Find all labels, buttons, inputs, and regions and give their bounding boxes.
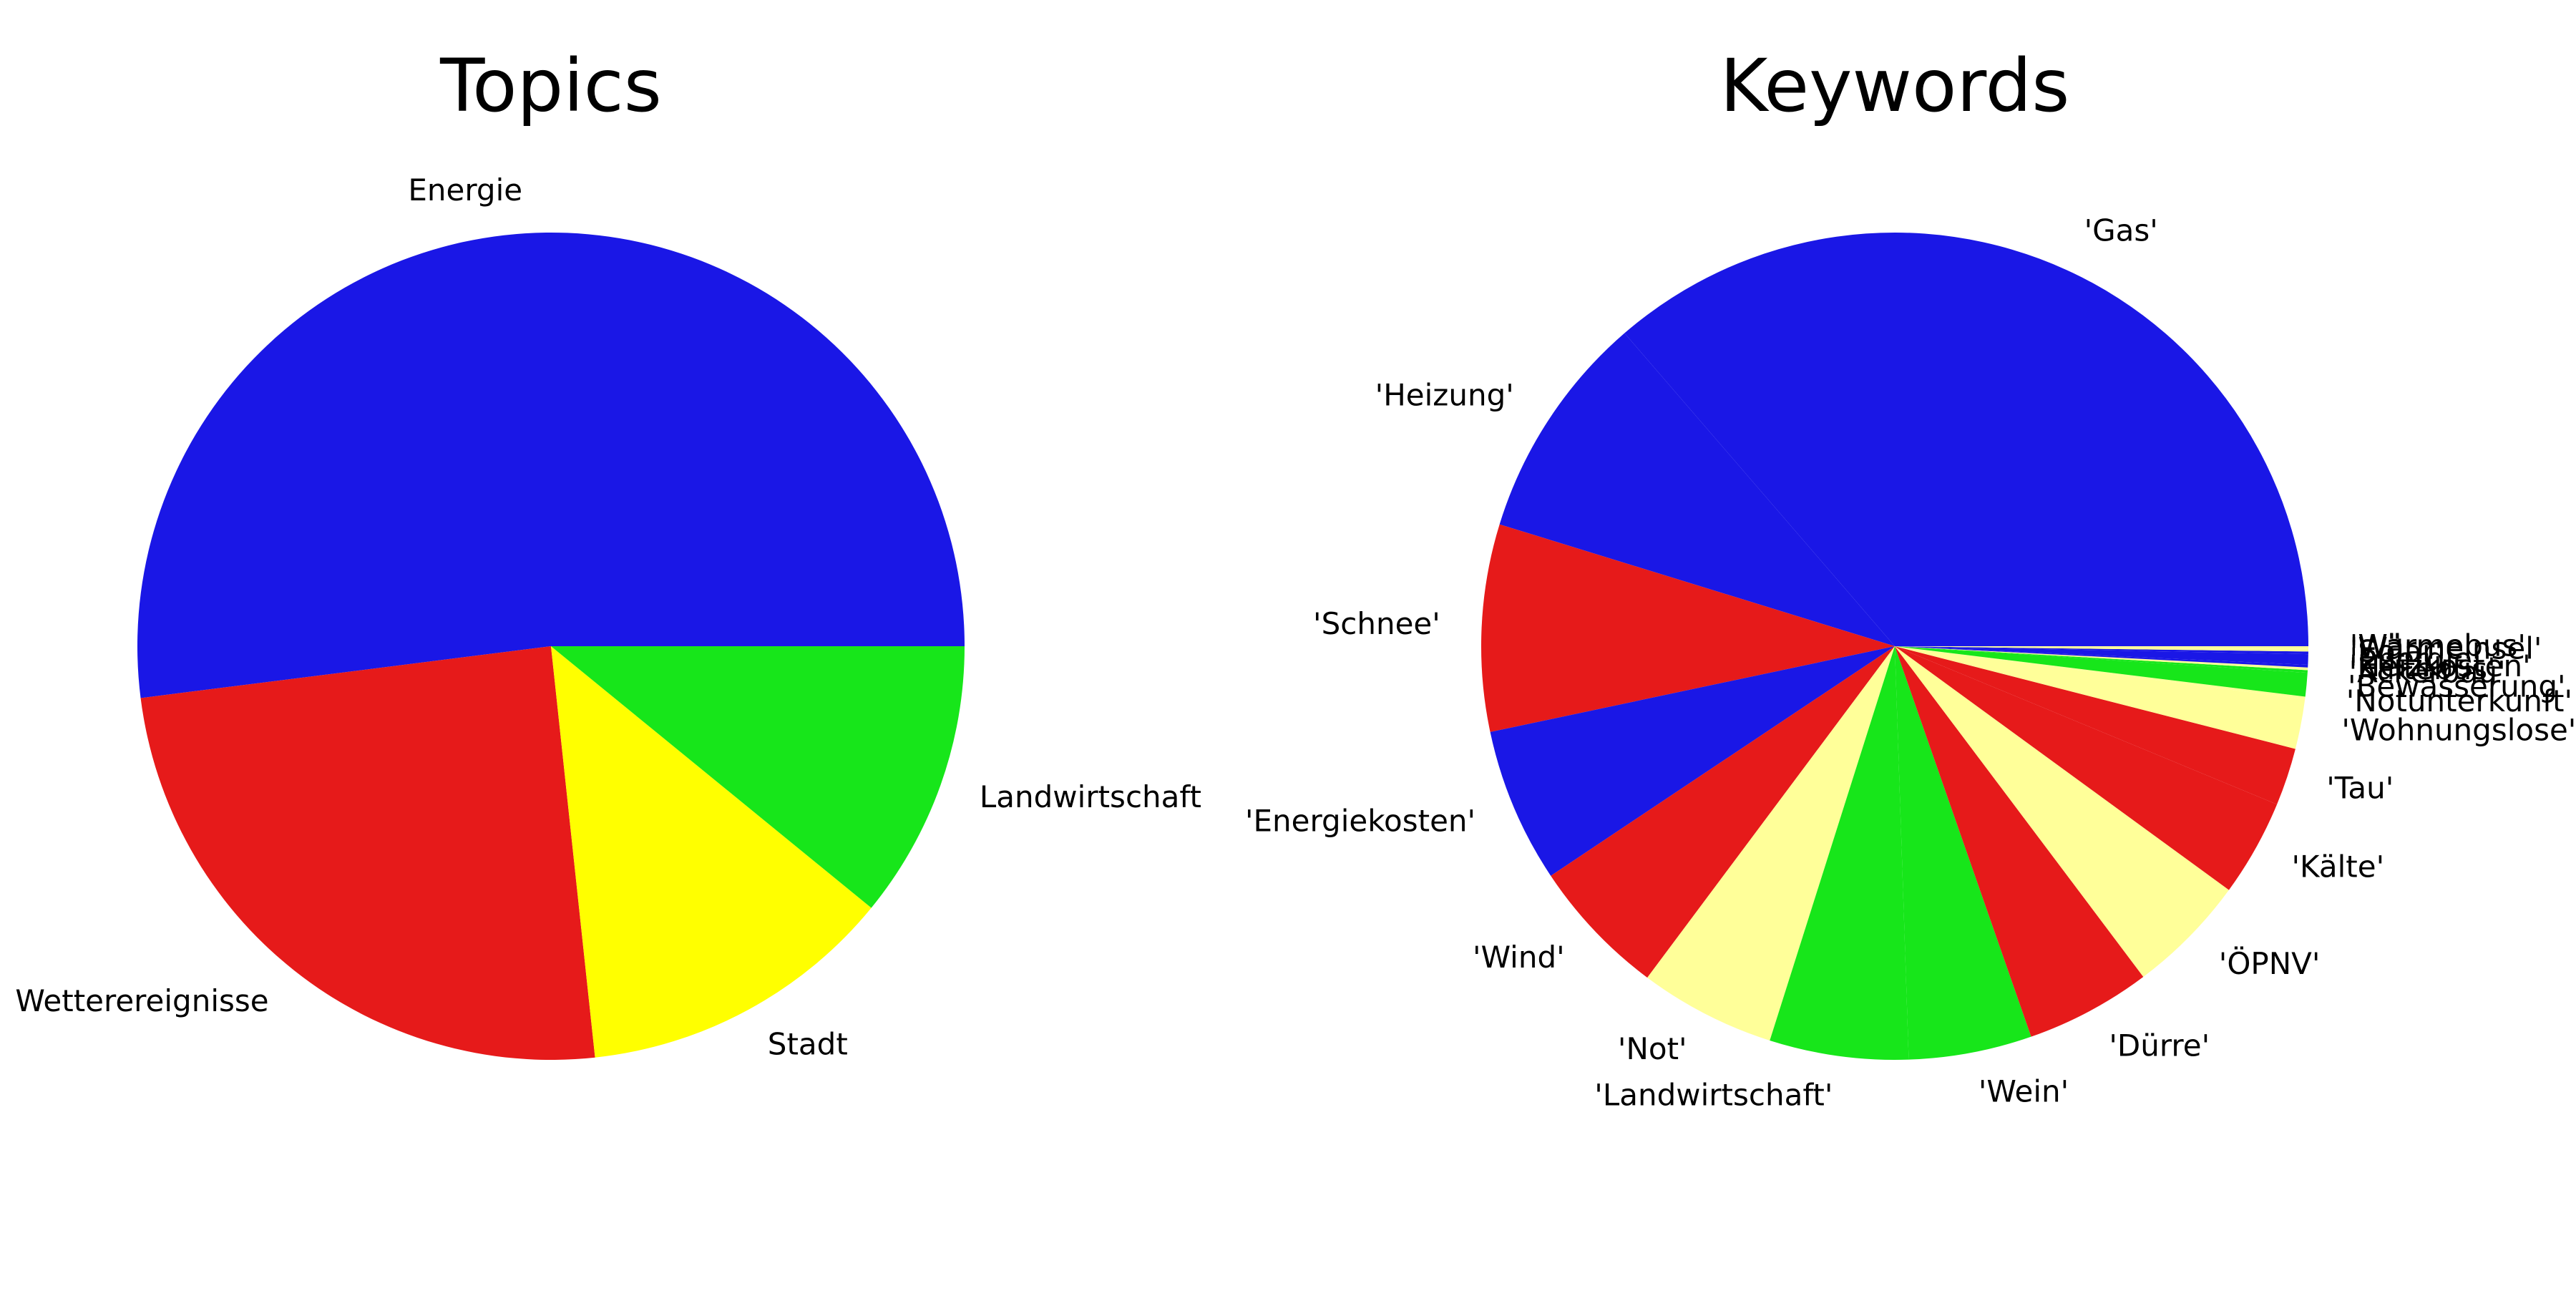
slice-label-not: 'Not' bbox=[1618, 1031, 1687, 1066]
slice-label-wein: 'Wein' bbox=[1979, 1074, 2069, 1109]
pie-slice-öpnv bbox=[1895, 646, 2229, 977]
slice-label-solar: 'Solar' bbox=[2350, 634, 2443, 669]
pie-slice-kälte bbox=[1895, 646, 2278, 890]
pie-slice-solar bbox=[1895, 646, 2308, 655]
slice-label-wohnungslose: 'Wohnungslose' bbox=[2341, 712, 2576, 747]
pie-slice-heizung bbox=[1499, 333, 1895, 646]
pie-slice-wohnungslose bbox=[1895, 646, 2306, 749]
pie-slice-energie bbox=[137, 232, 965, 698]
pie-slice-landwirtschaft bbox=[551, 646, 965, 908]
slice-label-notunterkunft: 'Notunterkunft' bbox=[2346, 683, 2572, 718]
slice-label-wärmebus: 'Wärmebus' bbox=[2350, 628, 2526, 663]
slice-label-stadt: Stadt bbox=[768, 1027, 848, 1062]
pie-slice-wind bbox=[1551, 646, 1895, 978]
pie-slice-bewässerung bbox=[1895, 646, 2308, 697]
slice-label-landwirtschaft: 'Landwirtschaft' bbox=[1594, 1077, 1833, 1112]
pie-slice-wein bbox=[1895, 646, 2031, 1060]
slice-label-heizkosten: 'Heizkosten' bbox=[2349, 648, 2531, 683]
pie-slice-ackerbau bbox=[1895, 646, 2308, 673]
pie-slice-wetterereignisse bbox=[140, 646, 595, 1061]
slice-label-bewässerung: 'Bewässerung' bbox=[2348, 669, 2566, 704]
pie-slice-dürre bbox=[1895, 646, 2144, 1037]
slice-label-energiekosten: 'Energiekosten' bbox=[1245, 803, 1475, 838]
chart-title: Keywords bbox=[1720, 44, 2070, 129]
slice-label-wärmeinsel: 'Wärmeinsel' bbox=[2350, 631, 2542, 666]
pie-slice-kältebus bbox=[1895, 646, 2308, 671]
slice-label-landwirtschaft: Landwirtschaft bbox=[980, 779, 1201, 814]
slice-label-wind: 'Wind' bbox=[1473, 940, 1565, 975]
slice-label-ackerbau: 'Ackerbau' bbox=[2349, 654, 2506, 689]
pie-slice-schnee bbox=[1480, 524, 1895, 732]
slice-label-kältebus: 'Kältebus' bbox=[2349, 651, 2496, 686]
pie-slice-tau bbox=[1895, 646, 2296, 804]
pie-slice-energiekosten bbox=[1490, 646, 1895, 876]
pie-slice-heizkosten bbox=[1895, 646, 2308, 668]
pie-slice-energie bbox=[1895, 646, 2308, 666]
keywords-pie-chart: Keywords 'Gas' 'Heizung' 'Schnee' 'Energiek… bbox=[1245, 44, 2576, 1112]
slice-label-energie: Energie bbox=[408, 172, 522, 208]
slice-label-heizung: 'Heizung' bbox=[1375, 378, 1514, 413]
slice-label-kälte: 'Kälte' bbox=[2292, 849, 2385, 885]
slice-label-öpnv: 'ÖPNV' bbox=[2219, 945, 2321, 981]
pie-slice-not bbox=[1647, 646, 1895, 1041]
slice-labels: Energie Wetterereignisse Stadt Landwirtscha… bbox=[15, 172, 1201, 1062]
slice-label-schnee: 'Schnee' bbox=[1313, 606, 1440, 641]
slice-label-tau: 'Tau' bbox=[2326, 770, 2394, 805]
pie-slice-wärmeinsel bbox=[1895, 646, 2308, 652]
pie-slice-gas bbox=[1624, 232, 2308, 646]
pie-slice-notunterkunft bbox=[1895, 646, 2306, 700]
pie-slice-wärmebus bbox=[1895, 646, 2308, 649]
slice-label-wetterereignisse: Wetterereignisse bbox=[15, 983, 268, 1018]
topics-pie-chart: Topics Energie Wetterereignisse Stadt Landw… bbox=[15, 44, 1201, 1062]
pie-slice-landwirtschaft bbox=[1770, 646, 1909, 1060]
slice-label-energie: 'Energie' bbox=[2350, 641, 2481, 676]
pie-slices bbox=[1480, 232, 2308, 1060]
slice-labels: 'Gas' 'Heizung' 'Schnee' 'Energiekosten' 'Wi… bbox=[1245, 213, 2576, 1112]
pie-slice-stadt bbox=[551, 646, 872, 1058]
slice-label-dürre: 'Dürre' bbox=[2109, 1028, 2210, 1063]
slice-label-gas: 'Gas' bbox=[2084, 213, 2158, 248]
chart-title: Topics bbox=[439, 44, 662, 129]
pie-slices bbox=[137, 232, 965, 1061]
